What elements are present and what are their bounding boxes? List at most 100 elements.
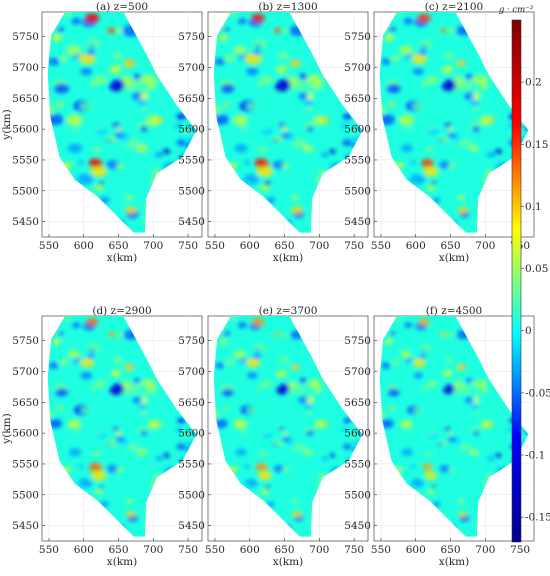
anomaly-blob [123,363,135,371]
anomaly-blob [262,432,273,439]
anomaly-blob [113,427,119,432]
anomaly-blob [343,443,352,450]
panel-title: (c) z=2100 [425,1,483,13]
anomaly-blob [472,93,481,100]
anomaly-blob [304,404,314,410]
anomaly-blob [254,44,262,50]
anomaly-blob [66,114,83,126]
panel-title: (d) z=2900 [92,305,151,317]
anomaly-blob [420,44,428,49]
anomaly-blob [106,139,113,143]
anomaly-blob [292,443,306,452]
anomaly-blob [117,333,122,337]
anomaly-blob [215,362,224,369]
anomaly-blob [465,397,475,404]
x-tick-label: 700 [143,240,163,252]
anomaly-blob [214,419,228,428]
panel-title: (a) z=500 [96,1,148,13]
anomaly-blob [245,357,261,368]
anomaly-blob [59,55,68,62]
panels-group: 550 600 650 700 7505750570056505600555055005… [1,1,535,568]
x-tick-label: 750 [510,544,530,556]
anomaly-blob [473,74,489,85]
anomaly-blob [419,354,427,359]
anomaly-blob [47,105,55,116]
anomaly-blob [328,149,336,154]
anomaly-blob [243,160,251,165]
anomaly-blob [233,349,247,359]
y-tick-label: 5500 [178,489,205,501]
x-axis-label: x(km) [107,556,137,568]
anomaly-blob [84,13,100,24]
anomaly-blob [106,464,119,473]
x-tick-label: 650 [440,544,460,556]
anomaly-blob [243,174,260,185]
anomaly-blob [452,380,464,389]
anomaly-blob [156,117,163,122]
y-axis-label: y(km) [1,413,13,444]
colorbar-tick-label: -0.05 [525,387,550,399]
anomaly-blob [445,427,451,432]
anomaly-blob [125,206,137,215]
anomaly-blob [288,439,296,445]
anomaly-blob [426,489,435,495]
anomaly-blob [473,430,480,435]
anomaly-blob [289,59,301,67]
anomaly-blob [137,99,148,107]
anomaly-blob [139,87,150,95]
anomaly-blob [306,94,315,100]
anomaly-blob [275,66,287,74]
anomaly-blob [456,364,467,371]
anomaly-blob [278,356,288,363]
anomaly-blob [422,82,429,87]
colorbar-tick-label: 0.2 [525,77,542,89]
anomaly-blob [112,79,124,87]
x-tick-label: 700 [309,240,329,252]
anomaly-blob [99,485,104,489]
anomaly-blob [306,74,323,86]
anomaly-blob [126,511,136,518]
anomaly-blob [422,386,428,390]
anomaly-blob [92,450,102,457]
anomaly-blob [86,49,96,56]
anomaly-blob [67,419,82,429]
anomaly-blob [96,432,107,439]
anomaly-blob [90,166,107,177]
anomaly-blob [384,34,394,41]
anomaly-blob [98,181,105,186]
anomaly-blob [137,382,143,386]
anomaly-blob [257,470,272,481]
anomaly-blob [94,380,106,388]
x-tick-label: 600 [74,240,94,252]
anomaly-blob [480,420,493,429]
anomaly-blob [440,28,447,33]
anomaly-blob [184,130,190,135]
x-tick-label: 550 [371,240,391,252]
anomaly-blob [421,348,427,353]
anomaly-blob [411,102,424,111]
anomaly-blob [218,34,228,41]
anomaly-blob [140,430,148,435]
anomaly-blob [121,439,131,446]
x-axis-label: x(km) [273,252,303,264]
anomaly-blob [406,125,414,131]
colorbar-label: g · cm⁻³ [499,5,534,15]
anomaly-blob [418,318,430,326]
y-tick-label: 5600 [344,124,371,136]
anomaly-blob [213,409,220,419]
anomaly-blob [469,449,479,456]
anomaly-blob [474,379,487,388]
anomaly-blob [162,148,171,155]
anomaly-blob [350,434,356,439]
anomaly-blob [454,135,462,141]
anomaly-blob [304,449,313,456]
panel: 550 600 650 700 750 5750 5700 5650 5600 5550 5500 5… [178,305,369,568]
anomaly-blob [387,388,400,397]
panel: 550 600 650 700 750 5750 5700 5650 5600 5550 5500 5… [1,305,203,568]
anomaly-blob [132,396,143,404]
anomaly-blob [112,123,120,128]
colorbar-bar [511,19,522,543]
anomaly-blob [76,173,94,185]
anomaly-blob [66,45,82,56]
anomaly-blob [109,66,122,75]
